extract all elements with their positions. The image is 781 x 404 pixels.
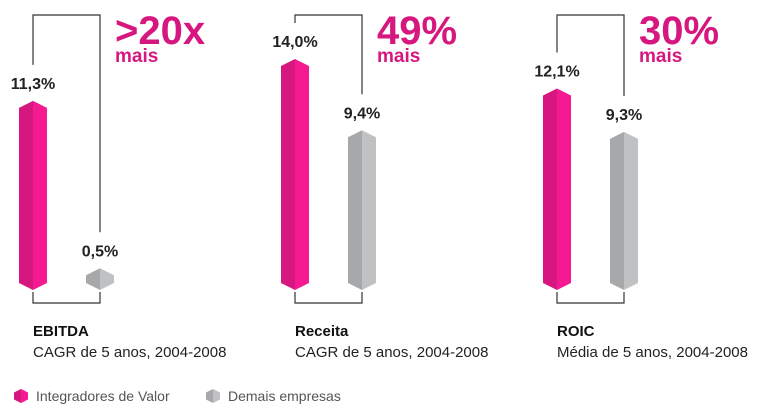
value-label: 9,4% [344, 105, 380, 122]
bar [281, 59, 309, 290]
legend-swatch [14, 389, 28, 403]
bracket [32, 14, 101, 233]
annotation-sub: mais [639, 46, 682, 67]
bracket [294, 14, 363, 95]
category-label: EBITDA [33, 323, 89, 340]
bar [610, 131, 638, 290]
annotation: >20x [115, 9, 205, 53]
category-subtitle: Média de 5 anos, 2004-2008 [557, 344, 748, 361]
annotation: 30% [639, 9, 719, 53]
base-bracket [294, 292, 363, 304]
value-label: 9,3% [606, 107, 642, 124]
value-label: 14,0% [272, 34, 317, 51]
legend-label: Demais empresas [228, 388, 341, 404]
value-label: 0,5% [82, 243, 118, 260]
category-label: Receita [295, 323, 349, 340]
category-label: ROIC [557, 323, 595, 340]
base-bracket [556, 292, 625, 304]
annotation-sub: mais [377, 46, 420, 67]
category-subtitle: CAGR de 5 anos, 2004-2008 [295, 344, 488, 361]
category-subtitle: CAGR de 5 anos, 2004-2008 [33, 344, 226, 361]
bar [86, 268, 114, 290]
bracket [556, 14, 625, 96]
legend-swatch [206, 389, 220, 403]
bar [348, 130, 376, 290]
base-bracket [32, 292, 101, 304]
bar [19, 100, 47, 290]
annotation: 49% [377, 9, 457, 53]
value-label: 11,3% [11, 76, 55, 93]
bar [543, 88, 571, 290]
legend-label: Integradores de Valor [36, 388, 170, 404]
value-label: 12,1% [534, 63, 579, 80]
annotation-sub: mais [115, 46, 158, 67]
